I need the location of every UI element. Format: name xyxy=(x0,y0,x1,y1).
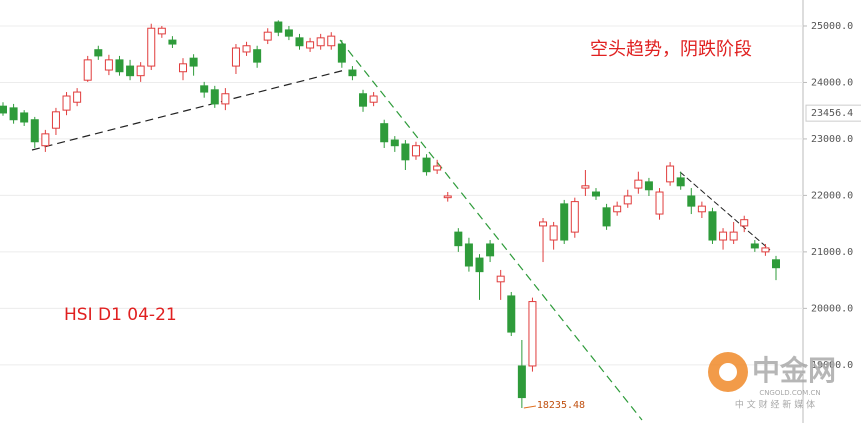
candle-body xyxy=(104,59,113,71)
y-tick-label: 25000.0 xyxy=(811,21,853,32)
brand: 中金网 xyxy=(752,354,836,387)
candle-body xyxy=(729,231,738,241)
low-label: 18235.48 xyxy=(537,400,585,411)
candle-body xyxy=(168,39,177,45)
candle-body xyxy=(539,221,548,227)
candle-body xyxy=(231,47,240,67)
candle-body xyxy=(179,63,188,73)
candle-body xyxy=(486,243,495,257)
candle-body xyxy=(634,179,643,189)
grid: 19000.0 20000.0 21000.0 22000.0 23000.0 24000… xyxy=(0,21,861,371)
candle-body xyxy=(750,243,759,249)
candle-body xyxy=(581,185,590,189)
candle-body xyxy=(9,107,18,121)
candle-body xyxy=(115,59,124,73)
candle-body xyxy=(41,133,50,147)
candle-body xyxy=(306,41,315,49)
candle-body xyxy=(348,69,357,77)
candle-body xyxy=(401,143,410,161)
candle-body xyxy=(570,201,579,233)
candle-body xyxy=(708,211,717,241)
candle-body xyxy=(51,111,60,129)
candle-body xyxy=(390,139,399,147)
candle-body xyxy=(136,65,145,77)
candle-body xyxy=(549,225,558,241)
candle-body xyxy=(433,165,442,171)
candle-body xyxy=(369,95,378,103)
candle-body xyxy=(295,37,304,47)
candle-body xyxy=(147,27,156,67)
candle-body xyxy=(62,95,71,111)
trend-line xyxy=(31,69,346,151)
candle-body xyxy=(20,112,29,123)
candles: 18235.48 xyxy=(0,20,780,411)
candle-body xyxy=(496,275,505,283)
y-tick-label: 24000.0 xyxy=(811,77,853,88)
candle-body xyxy=(316,37,325,47)
candle-body xyxy=(221,93,230,105)
candle-body xyxy=(30,119,39,143)
y-tick-label: 23000.0 xyxy=(811,134,853,145)
site: CNGOLD.COM.CN xyxy=(759,389,820,397)
candle-body xyxy=(200,85,209,93)
candle-body xyxy=(740,219,749,227)
candle-body xyxy=(666,165,675,183)
y-tick-label: 22000.0 xyxy=(811,190,853,201)
candle-body xyxy=(602,207,611,227)
candle-body xyxy=(380,123,389,143)
candle-body xyxy=(83,59,92,81)
candle-body xyxy=(274,21,283,33)
candle-body xyxy=(719,231,728,241)
candle-body xyxy=(464,243,473,267)
candle-body xyxy=(687,195,696,207)
candle-body xyxy=(560,203,569,241)
candle-body xyxy=(94,49,103,57)
candle-body xyxy=(676,177,685,187)
candle-body xyxy=(697,205,706,213)
candle-body xyxy=(73,91,82,103)
candle-body xyxy=(644,181,653,191)
candle-body xyxy=(284,29,293,37)
candle-body xyxy=(126,65,135,77)
watermark: 中金网 CNGOLD.COM.CN 中 文 财 经 新 媒 体 xyxy=(708,352,836,411)
candle-body xyxy=(613,205,622,213)
candle-body xyxy=(528,301,537,367)
candle-body xyxy=(253,49,262,63)
candle-body xyxy=(454,231,463,247)
annotation-symbol: HSI D1 04-21 xyxy=(64,305,177,325)
y-tick-label: 21000.0 xyxy=(811,247,853,258)
candle-body xyxy=(475,257,484,273)
trend-line xyxy=(679,171,771,251)
logo xyxy=(719,363,737,381)
candle-body xyxy=(507,295,516,333)
y-tick-label: 19000.0 xyxy=(811,360,853,371)
candle-body xyxy=(359,93,368,107)
candle-body xyxy=(157,27,166,35)
candle-body xyxy=(411,145,420,157)
trend-line xyxy=(339,39,643,421)
candle-body xyxy=(772,259,780,269)
candle-body xyxy=(422,157,431,173)
slogan: 中 文 财 经 新 媒 体 xyxy=(735,399,815,411)
price-box xyxy=(805,104,861,122)
y-tick-label: 20000.0 xyxy=(811,303,853,314)
candle-body xyxy=(761,247,770,253)
candle-body xyxy=(189,57,198,67)
candle-body xyxy=(337,43,346,63)
candle-body xyxy=(591,191,600,197)
price-label: 23456.4 xyxy=(811,108,853,119)
candle-body xyxy=(623,195,632,205)
candle-body xyxy=(517,365,526,399)
candle-body xyxy=(0,105,7,114)
candle-body xyxy=(327,35,336,47)
candle-body xyxy=(443,195,452,199)
candle-body xyxy=(655,191,664,215)
candle-body xyxy=(263,31,272,41)
candle-body xyxy=(210,89,219,105)
candle-body xyxy=(242,45,251,53)
annotation-title: 空头趋势，阴跌阶段 xyxy=(590,39,752,60)
low-arrow xyxy=(523,405,536,409)
